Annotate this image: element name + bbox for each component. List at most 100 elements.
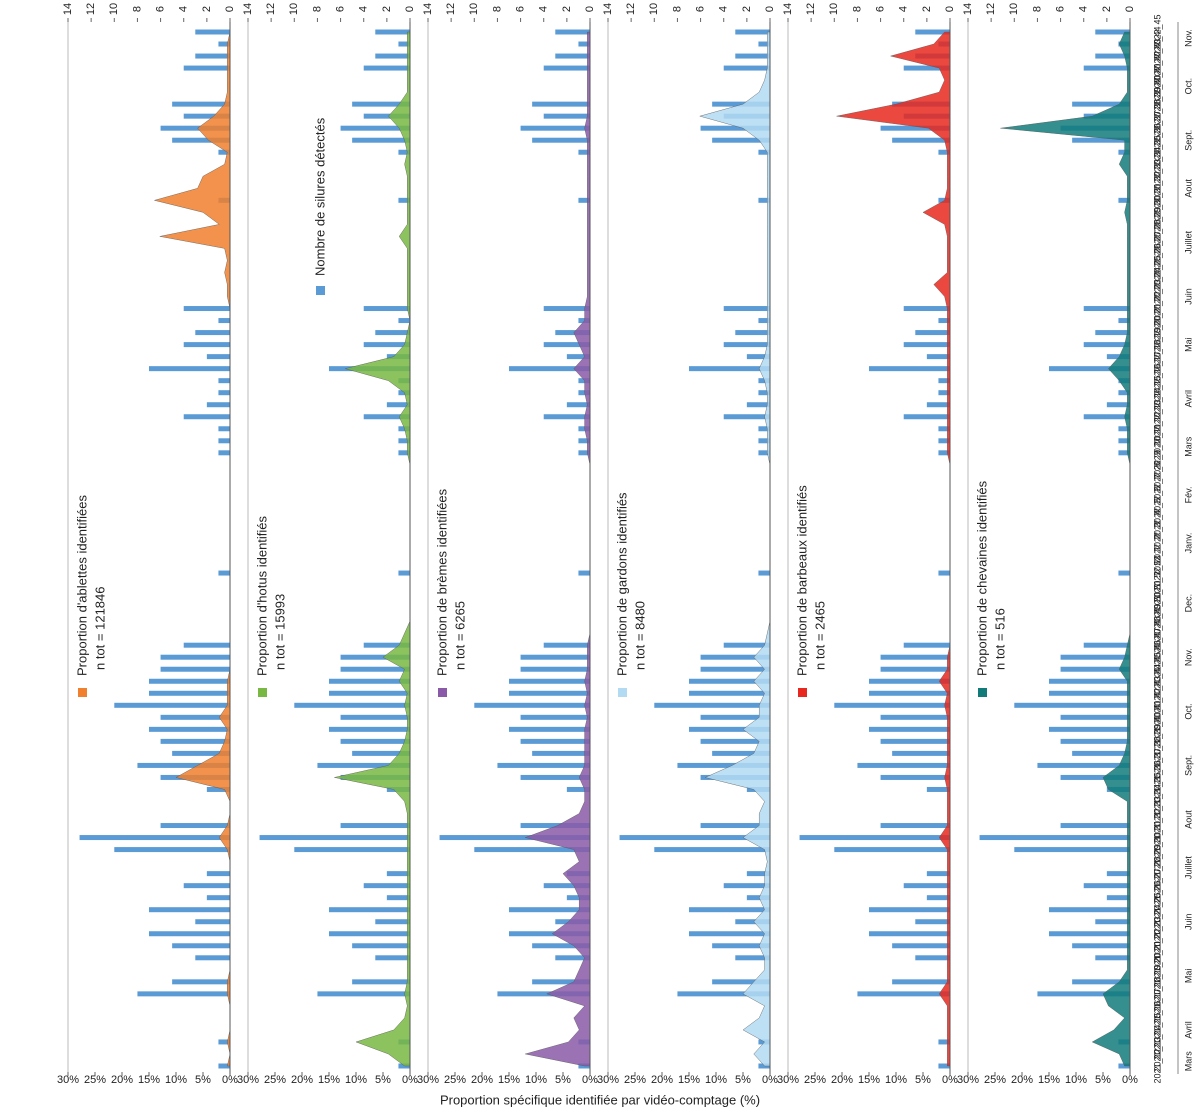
- x-tick-label: 2022_35: [1152, 135, 1162, 170]
- y2-tick-label: 12: [805, 3, 817, 15]
- bar: [677, 762, 770, 768]
- y2-tick-label: 10: [648, 3, 660, 15]
- y2-tick-label: 8: [671, 6, 683, 12]
- bar: [903, 342, 950, 348]
- y2-tick-label: 6: [1054, 6, 1066, 12]
- bar: [218, 1063, 230, 1069]
- y2-tick-label: 14: [962, 3, 974, 15]
- x-tick-label: 2021_52: [1152, 568, 1162, 603]
- x-tick-label: 2022_36: [1152, 123, 1162, 158]
- y-tick-label: 10%: [525, 1074, 547, 1086]
- y2-tick-label: 6: [154, 6, 166, 12]
- axis-title: Proportion spécifique identifiée par vid…: [440, 1092, 760, 1107]
- bar: [474, 702, 590, 708]
- month-label: Aout: [1183, 179, 1193, 198]
- bar: [758, 570, 770, 576]
- x-tick-label: 2022_17: [1152, 351, 1162, 386]
- bar: [375, 919, 410, 925]
- bar: [938, 570, 950, 576]
- bar: [758, 426, 770, 432]
- series-total: n tot = 516: [992, 608, 1007, 670]
- bar: [149, 690, 230, 696]
- y2-tick-label: 10: [108, 3, 120, 15]
- bar: [259, 835, 410, 841]
- bar: [1095, 29, 1130, 35]
- bar: [137, 991, 230, 997]
- bar: [352, 943, 410, 949]
- y2-tick-label: 14: [62, 3, 74, 15]
- series-label: Proportion de barbeaux identifiés: [794, 485, 809, 676]
- bar: [1118, 197, 1130, 203]
- y2-tick-label: 2: [1101, 6, 1113, 12]
- bar: [735, 955, 770, 961]
- bar: [509, 690, 590, 696]
- x-tick-label: 2022_3: [1152, 522, 1162, 552]
- bar: [892, 979, 950, 985]
- month-label: Juin: [1183, 913, 1193, 930]
- bar: [1083, 65, 1130, 71]
- bar: [915, 955, 950, 961]
- y-tick-label: 5%: [735, 1074, 751, 1086]
- bar: [1014, 847, 1130, 853]
- bar: [340, 738, 410, 744]
- bar: [172, 137, 230, 143]
- x-tick-label: 2022_21: [1152, 303, 1162, 338]
- x-tick-label: 2021_33: [1152, 796, 1162, 831]
- bar: [746, 354, 770, 360]
- bar: [532, 137, 590, 143]
- bar: [700, 654, 770, 660]
- bar: [183, 414, 230, 420]
- bar: [1014, 702, 1130, 708]
- bar: [926, 354, 950, 360]
- x-tick-label: 2022_26: [1152, 243, 1162, 278]
- bar: [677, 991, 770, 997]
- y-tick-label: 5%: [195, 1074, 211, 1086]
- x-tick-label: 2022_14: [1152, 387, 1162, 422]
- x-tick-label: 2021_44: [1152, 664, 1162, 699]
- bar: [857, 991, 950, 997]
- x-tick-label: 2021_19: [1152, 964, 1162, 999]
- x-tick-label: 2021_13: [1152, 1036, 1162, 1071]
- bar: [340, 714, 410, 720]
- month-label: Avril: [1183, 390, 1193, 407]
- bar: [1083, 642, 1130, 648]
- bar: [340, 125, 410, 131]
- y2-tick-label: 14: [602, 3, 614, 15]
- bar: [1118, 438, 1130, 444]
- bar: [149, 931, 230, 937]
- x-tick-label: 2022_29: [1152, 207, 1162, 242]
- bar: [172, 943, 230, 949]
- bar: [520, 738, 590, 744]
- bar: [869, 907, 950, 913]
- bar: [915, 330, 950, 336]
- bar: [578, 438, 590, 444]
- bar: [543, 113, 590, 119]
- y2-tick-label: 4: [898, 6, 910, 12]
- y2-tick-label: 4: [358, 6, 370, 12]
- x-tick-label: 2021_26: [1152, 880, 1162, 915]
- bar: [329, 690, 410, 696]
- bar: [938, 318, 950, 324]
- x-tick-label: 2022_12: [1152, 411, 1162, 446]
- bar: [938, 390, 950, 396]
- bar: [363, 306, 410, 312]
- bar: [712, 979, 770, 985]
- bar: [543, 414, 590, 420]
- bar: [1060, 654, 1130, 660]
- bar: [218, 318, 230, 324]
- bar: [689, 678, 770, 684]
- y2-tick-label: 14: [242, 3, 254, 15]
- y-tick-label: 10%: [1065, 1074, 1087, 1086]
- month-label: Mai: [1183, 969, 1193, 984]
- y-tick-label: 5%: [1095, 1074, 1111, 1086]
- bar: [363, 642, 410, 648]
- bar: [892, 750, 950, 756]
- month-label: Nov.: [1183, 29, 1193, 47]
- y2-tick-label: 8: [131, 6, 143, 12]
- bar: [149, 678, 230, 684]
- bar: [195, 919, 230, 925]
- bar: [218, 426, 230, 432]
- bar: [723, 306, 770, 312]
- bar: [689, 907, 770, 913]
- bar: [520, 666, 590, 672]
